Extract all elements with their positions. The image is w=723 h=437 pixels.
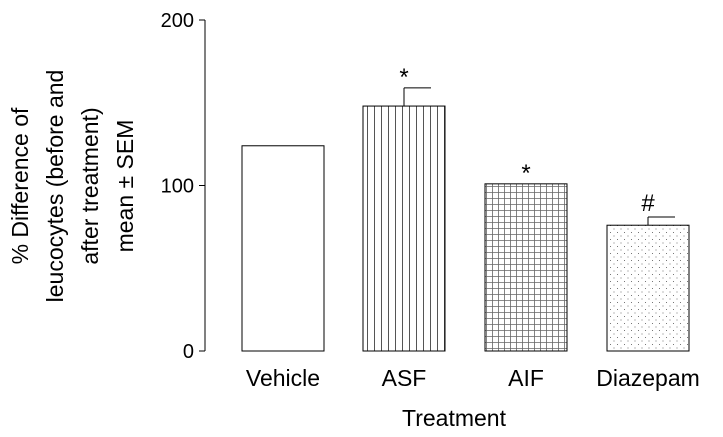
x-axis-title: Treatment: [402, 405, 507, 431]
x-axis: Vehicle ASF AIF Diazepam: [246, 365, 700, 391]
bar-diazepam: [606, 224, 690, 352]
x-tick-label: Vehicle: [246, 365, 320, 391]
x-tick-label: Diazepam: [596, 365, 700, 391]
bar-vehicle: [241, 145, 325, 352]
significance-marker: #: [641, 190, 655, 217]
x-tick-label: ASF: [382, 365, 427, 391]
significance-marker: *: [399, 64, 408, 91]
y-tick-label: 0: [183, 341, 194, 363]
bar-aif: [484, 183, 568, 352]
bars: * * #: [241, 64, 690, 352]
bar-asf: [362, 105, 446, 352]
x-tick-label: AIF: [508, 365, 544, 391]
y-tick-label: 200: [161, 10, 194, 32]
y-axis-title-line: after treatment): [77, 107, 103, 264]
y-axis-title-line: % Difference of: [7, 107, 33, 264]
y-axis-title-line: leucocytes (before and: [42, 70, 68, 303]
y-axis-title-line: mean ± SEM: [112, 120, 138, 253]
significance-marker: *: [521, 160, 530, 187]
y-axis: 0 100 200: [161, 10, 206, 363]
y-tick-label: 100: [161, 176, 194, 198]
y-axis-title: % Difference of leucocytes (before and aft…: [7, 70, 138, 303]
